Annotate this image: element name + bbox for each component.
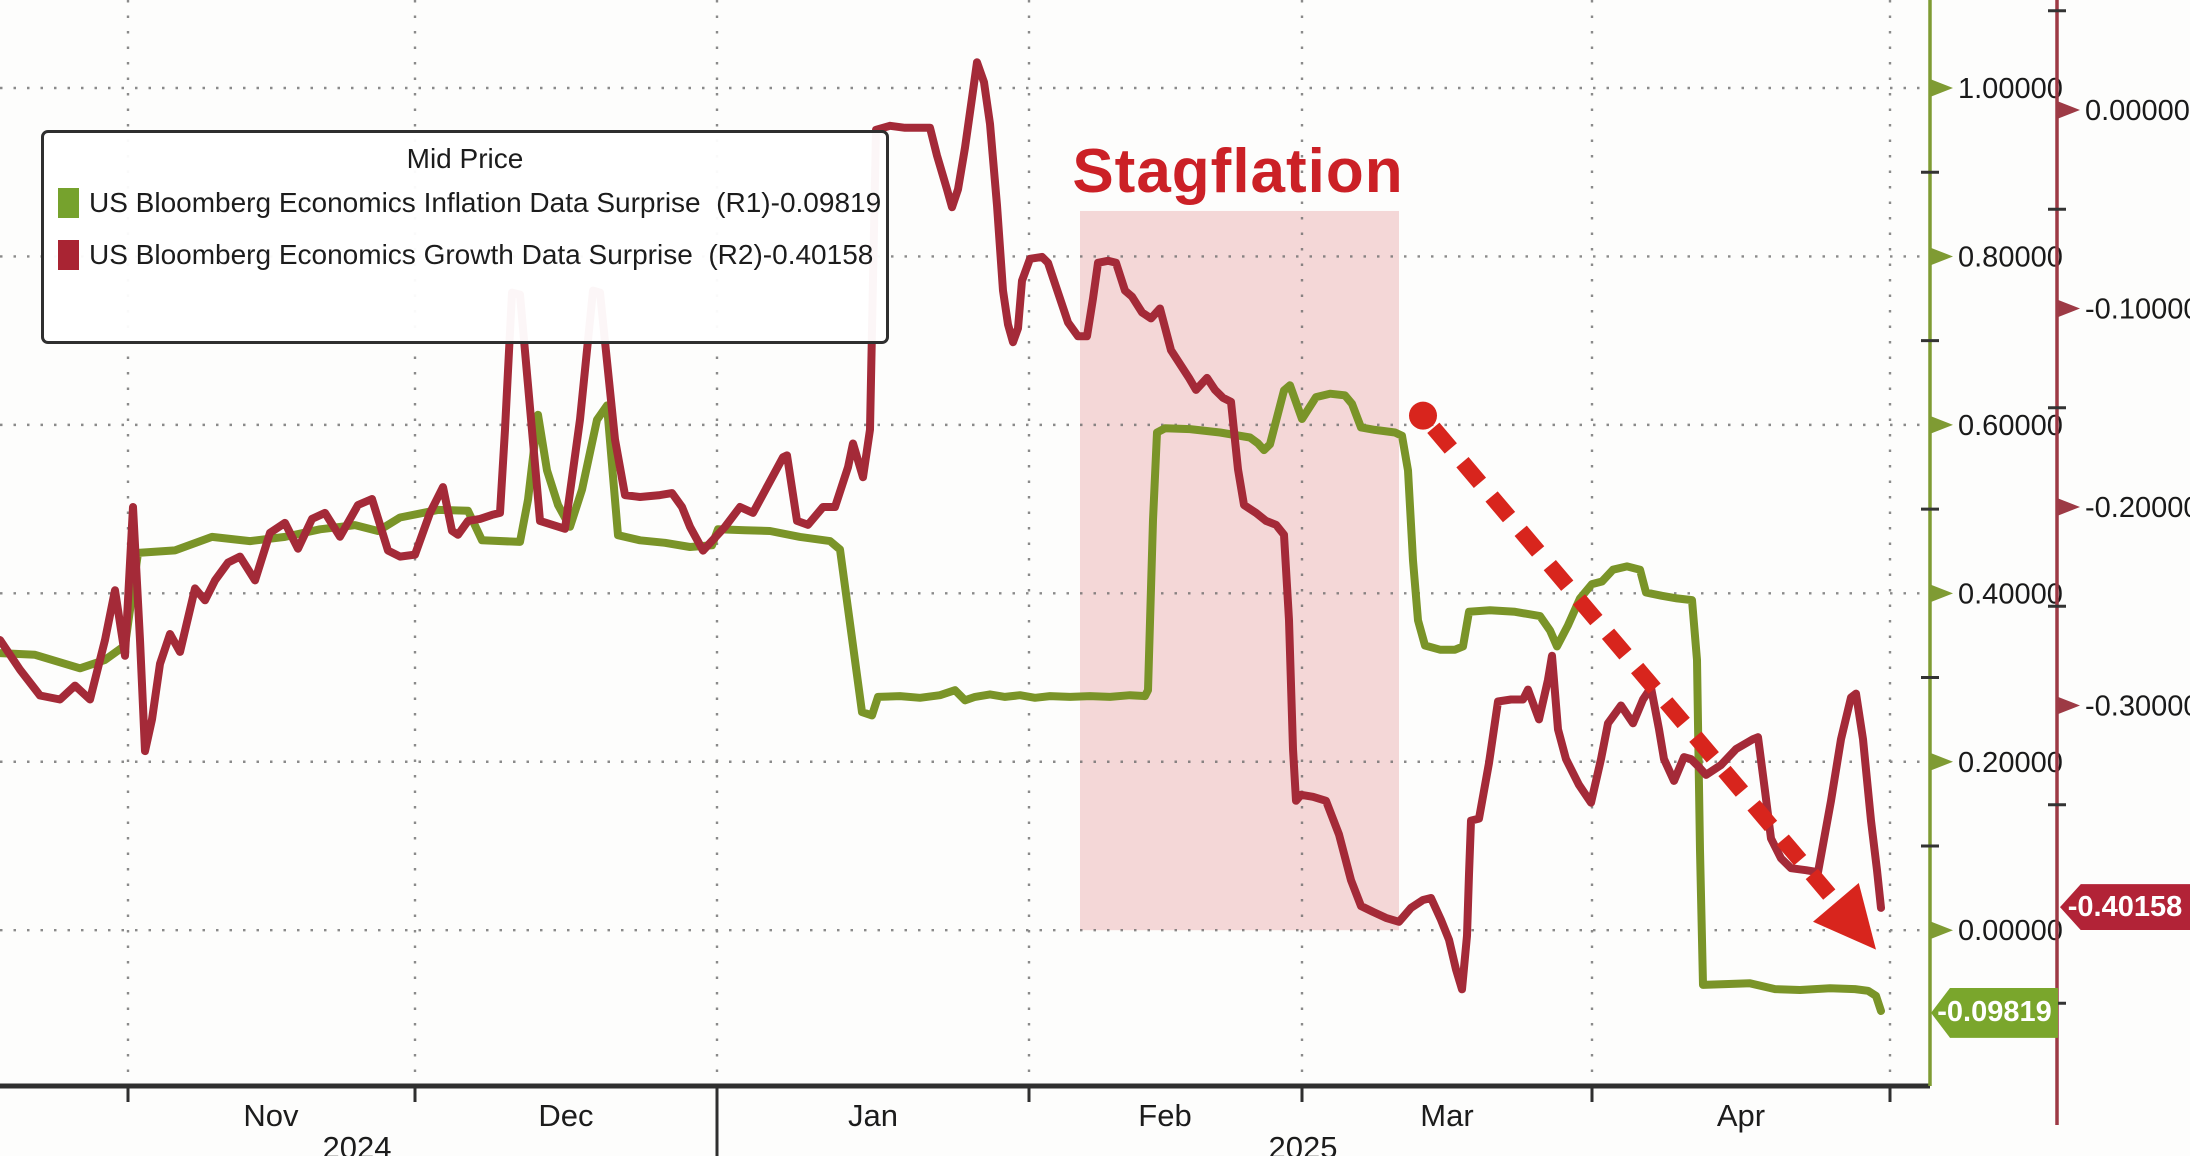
legend-label: US Bloomberg Economics Growth Data Surpr… [89,239,763,270]
growth-series-line [0,58,1885,994]
svg-text:0.20000: 0.20000 [1958,747,2063,779]
r2-axis: 0.00000 -0.10000 -0.20000 -0.30000 [2048,0,2190,1125]
svg-text:1.00000: 1.00000 [1958,73,2063,105]
tick-arrow-icon [1930,415,1953,434]
last-price-badge-growth: -0.40158 [2060,884,2190,931]
trend-arrow-head-icon [1813,882,1876,950]
svg-text:-0.10000: -0.10000 [2085,293,2190,325]
tick-arrow-icon [1930,79,1953,98]
inflation-series-swatch-icon [58,188,79,218]
svg-text:0.40000: 0.40000 [1958,578,2063,610]
tick-arrow-icon [1930,584,1953,603]
svg-text:Nov: Nov [243,1098,299,1133]
svg-text:0.00000: 0.00000 [1958,915,2063,947]
tick-arrow-icon [1930,921,1953,940]
r1-axis: 1.00000 0.80000 0.60000 0.40000 0.20000 0.000… [1921,0,2063,1086]
tick-arrow-icon [1930,247,1953,266]
legend-row-growth: US Bloomberg Economics Growth Data Surpr… [44,229,886,281]
trend-arrow-start-dot [1409,401,1437,430]
trend-arrow-shaft [1427,422,1852,919]
svg-text:Jan: Jan [848,1098,898,1133]
chart-legend[interactable]: Mid Price US Bloomberg Economics Inflati… [41,130,889,344]
stagflation-band [1080,210,1399,931]
stagflation-annotation: Stagflation [1072,137,1404,206]
legend-row-inflation: US Bloomberg Economics Inflation Data Su… [44,177,886,229]
tick-arrow-icon [2057,497,2080,516]
legend-label: US Bloomberg Economics Inflation Data Su… [89,187,771,218]
tick-arrow-icon [2057,299,2080,318]
svg-text:Feb: Feb [1138,1098,1191,1133]
legend-value: -0.09819 [770,187,882,218]
svg-text:-0.30000: -0.30000 [2085,690,2190,722]
legend-value: -0.40158 [762,239,874,270]
svg-text:2025: 2025 [1269,1130,1338,1156]
growth-series-swatch-icon [58,240,79,270]
svg-text:Dec: Dec [538,1098,593,1133]
svg-text:Apr: Apr [1717,1098,1765,1133]
last-price-badge-inflation: -0.09819 [1931,987,2058,1038]
x-axis-labels: Nov Dec Jan Feb Mar Apr 2024 2025 [126,1086,1892,1156]
tick-arrow-icon [1930,752,1953,771]
tick-arrow-icon [2057,100,2080,119]
tick-arrow-icon [2057,696,2080,715]
svg-text:0.60000: 0.60000 [1958,410,2063,442]
svg-text:2024: 2024 [323,1130,392,1156]
svg-text:0.80000: 0.80000 [1958,241,2063,273]
legend-title: Mid Price [406,143,524,174]
inflation-series-line [0,381,1885,1015]
svg-text:-0.20000: -0.20000 [2085,492,2190,524]
svg-text:0.00000: 0.00000 [2085,95,2190,127]
svg-text:Mar: Mar [1420,1098,1473,1133]
